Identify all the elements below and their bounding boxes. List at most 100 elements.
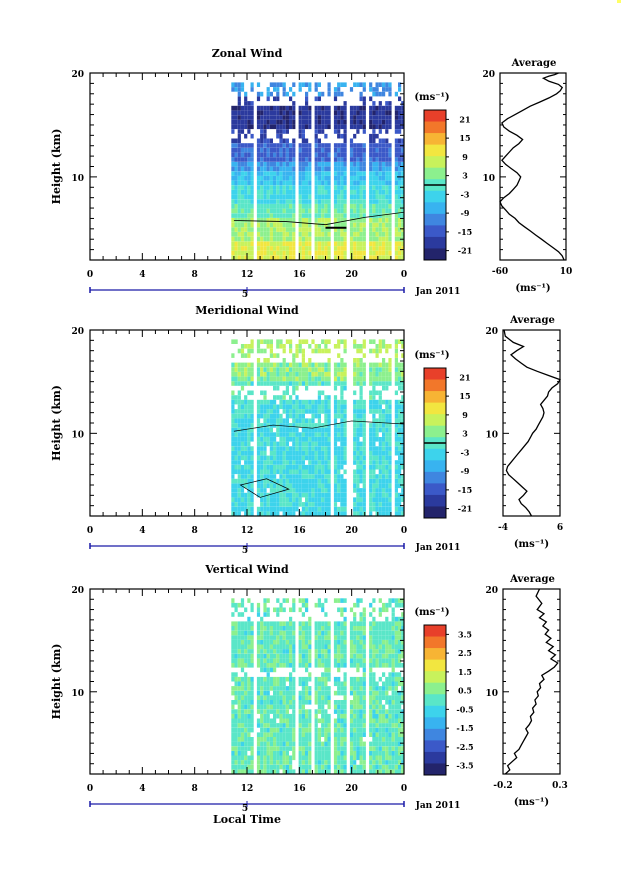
heatmap-cell bbox=[260, 213, 264, 218]
heatmap-cell bbox=[359, 348, 363, 354]
heatmap-cell bbox=[269, 353, 273, 358]
heatmap-cell bbox=[240, 612, 245, 617]
colorbar-segment bbox=[424, 402, 446, 415]
heatmap-cell bbox=[231, 129, 235, 134]
heatmap-cell bbox=[317, 376, 321, 382]
heatmap-cell bbox=[308, 474, 312, 479]
heatmap-cell bbox=[237, 250, 241, 256]
heatmap-cell bbox=[324, 502, 328, 507]
heatmap-cell bbox=[359, 418, 363, 423]
heatmap-cell bbox=[276, 367, 280, 372]
heatmap-cell bbox=[337, 199, 341, 204]
heatmap-cell bbox=[305, 464, 309, 470]
heatmap-cell bbox=[256, 96, 261, 102]
heatmap-cell bbox=[388, 626, 392, 631]
heatmap-cell bbox=[289, 208, 293, 214]
heatmap-cell bbox=[314, 227, 318, 232]
heatmap-cell bbox=[340, 750, 344, 756]
heatmap-cell bbox=[263, 746, 267, 751]
heatmap-cell bbox=[382, 418, 386, 423]
heatmap-cell bbox=[273, 607, 277, 613]
heatmap-cell bbox=[308, 381, 312, 386]
heatmap-cell bbox=[292, 741, 296, 747]
heatmap-cell bbox=[356, 732, 360, 737]
heatmap-cell bbox=[353, 644, 357, 650]
heatmap-cell bbox=[269, 483, 273, 489]
x-tick-label: 12 bbox=[241, 270, 254, 280]
heatmap-cell bbox=[314, 427, 318, 433]
heatmap-cell bbox=[340, 653, 344, 659]
heatmap-cell bbox=[273, 750, 277, 756]
heatmap-cell bbox=[398, 511, 402, 516]
heatmap-cell bbox=[353, 760, 357, 765]
heatmap-cell bbox=[276, 676, 280, 682]
heatmap-cell bbox=[359, 385, 363, 391]
heatmap-cell bbox=[382, 91, 386, 97]
heatmap-cell bbox=[359, 630, 363, 636]
heatmap-cell bbox=[247, 124, 251, 130]
heatmap-cell bbox=[260, 746, 264, 751]
heatmap-cell bbox=[266, 432, 270, 437]
heatmap-cell bbox=[240, 376, 245, 382]
heatmap-cell bbox=[273, 236, 277, 242]
heatmap-cell bbox=[369, 704, 373, 710]
heatmap-cell bbox=[317, 488, 321, 493]
heatmap-cell bbox=[305, 695, 309, 700]
heatmap-cell bbox=[273, 246, 277, 251]
heatmap-cell bbox=[362, 621, 366, 626]
heatmap-cell bbox=[295, 492, 299, 498]
heatmap-cell bbox=[385, 180, 389, 186]
heatmap-cell bbox=[337, 681, 341, 687]
heatmap-cell bbox=[282, 255, 286, 260]
heatmap-cell bbox=[394, 437, 398, 442]
heatmap-cell bbox=[250, 110, 254, 116]
heatmap-cell bbox=[269, 250, 273, 256]
heatmap-cell bbox=[340, 474, 344, 479]
heatmap-cell bbox=[327, 143, 331, 148]
heatmap-cell bbox=[273, 488, 277, 493]
heatmap-cell bbox=[237, 626, 241, 631]
heatmap-cell bbox=[240, 404, 245, 410]
heatmap-cell bbox=[266, 695, 270, 700]
heatmap-cell bbox=[269, 152, 273, 158]
heatmap-cell bbox=[362, 639, 366, 645]
heatmap-cell bbox=[308, 87, 312, 92]
heatmap-cell bbox=[394, 124, 398, 130]
heatmap-cell bbox=[375, 700, 379, 705]
heatmap-cell bbox=[260, 199, 264, 204]
heatmap-cell bbox=[298, 621, 302, 626]
heatmap-cell bbox=[276, 755, 280, 761]
heatmap-cell bbox=[237, 381, 241, 386]
heatmap-cell bbox=[314, 755, 318, 761]
heatmap-cell bbox=[385, 464, 389, 470]
heatmap-cell bbox=[231, 339, 235, 344]
heatmap-cell bbox=[231, 769, 235, 774]
heatmap-cell bbox=[362, 450, 366, 456]
heatmap-cell bbox=[276, 427, 280, 433]
heatmap-cell bbox=[314, 218, 318, 223]
heatmap-cell bbox=[279, 474, 283, 479]
heatmap-cell bbox=[260, 250, 264, 256]
heatmap-cell bbox=[337, 750, 341, 756]
heatmap-cell bbox=[237, 727, 241, 733]
heatmap-cell bbox=[337, 723, 341, 728]
heatmap-cell bbox=[298, 502, 302, 507]
heatmap-cell bbox=[340, 423, 344, 428]
heatmap-cell bbox=[289, 362, 293, 368]
heatmap-cell bbox=[282, 727, 286, 733]
heatmap-cell bbox=[266, 635, 270, 640]
heatmap-cell bbox=[362, 250, 366, 256]
heatmap-cell bbox=[343, 626, 347, 631]
heatmap-cell bbox=[378, 446, 382, 451]
heatmap-cell bbox=[391, 709, 395, 714]
heatmap-cell bbox=[263, 124, 267, 130]
heatmap-cell bbox=[375, 690, 379, 696]
heatmap-cell bbox=[301, 115, 305, 120]
heatmap-cell bbox=[362, 339, 366, 344]
heatmap-cell bbox=[301, 769, 305, 774]
heatmap-cell bbox=[356, 348, 360, 354]
heatmap-cell bbox=[359, 143, 363, 148]
heatmap-cell bbox=[244, 437, 248, 442]
heatmap-cell bbox=[250, 464, 254, 470]
heatmap-cell bbox=[333, 110, 338, 116]
